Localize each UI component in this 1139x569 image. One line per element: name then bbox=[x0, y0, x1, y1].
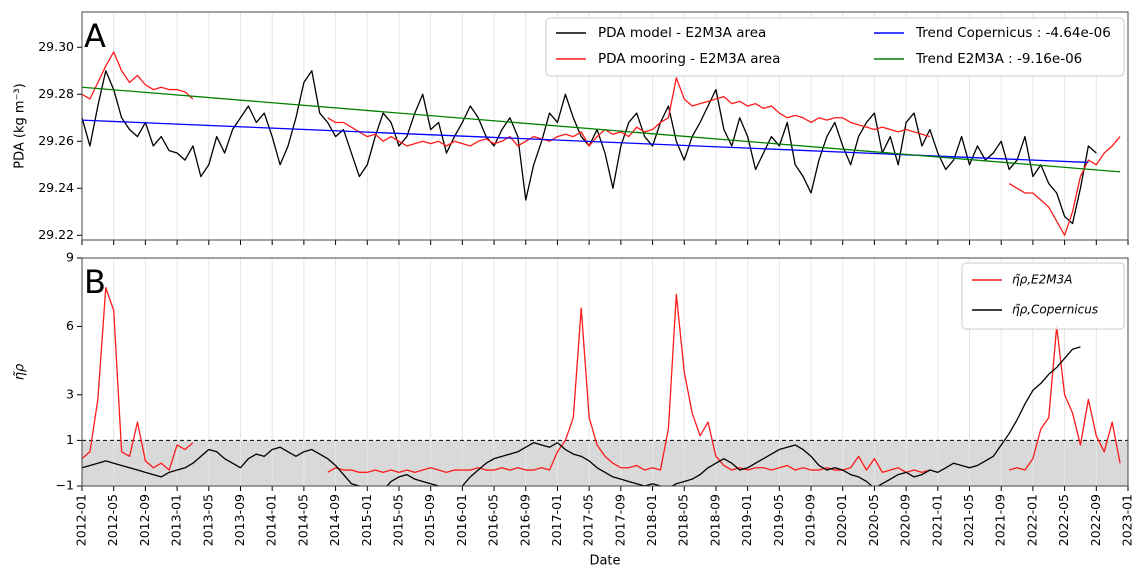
axes-frame bbox=[81, 257, 1129, 487]
y-tick-label: 29.26 bbox=[38, 133, 74, 148]
x-tick-label: 2015-05 bbox=[390, 494, 405, 546]
y-axis-label: η̃ρ bbox=[13, 363, 28, 380]
x-tick-label: 2018-09 bbox=[707, 494, 722, 546]
y-tick-label: 6 bbox=[66, 318, 74, 333]
x-tick-label: 2014-01 bbox=[264, 494, 279, 546]
series-line bbox=[82, 286, 194, 471]
y-tick-label: −1 bbox=[56, 478, 74, 493]
x-tick-label: 2012-09 bbox=[137, 494, 152, 546]
x-tick-label: 2014-05 bbox=[295, 494, 310, 546]
legend-label: PDA model - E2M3A area bbox=[598, 25, 766, 41]
panel-letter: B bbox=[84, 263, 106, 301]
y-tick-label: 3 bbox=[66, 386, 74, 401]
x-tick-label: 2019-01 bbox=[739, 494, 754, 546]
x-tick-label: 2016-09 bbox=[517, 494, 532, 546]
series-line bbox=[82, 86, 1121, 173]
y-tick-label: 29.22 bbox=[38, 227, 74, 242]
legend-label: Trend E2M3A : -9.16e-06 bbox=[915, 51, 1082, 67]
panel-letter: A bbox=[84, 17, 106, 55]
x-axis-label: Date bbox=[589, 554, 620, 569]
x-tick-label: 2013-05 bbox=[200, 494, 215, 546]
plot-area bbox=[82, 286, 1121, 486]
x-tick-label: 2016-05 bbox=[486, 494, 501, 546]
x-tick-label: 2022-05 bbox=[1056, 494, 1071, 546]
x-tick-label: 2018-05 bbox=[676, 494, 691, 546]
x-tick-label: 2015-01 bbox=[359, 494, 374, 546]
y-tick-label: 9 bbox=[66, 250, 74, 265]
legend-box bbox=[545, 17, 1125, 77]
y-axis-label: PDA (kg m⁻³) bbox=[13, 83, 28, 168]
series-line bbox=[82, 51, 194, 100]
x-tick-label: 2012-01 bbox=[74, 494, 89, 546]
legend-label: PDA mooring - E2M3A area bbox=[598, 51, 780, 67]
series-line bbox=[1008, 325, 1121, 471]
threshold-band bbox=[82, 440, 1128, 486]
x-tick-label: 2013-09 bbox=[232, 494, 247, 546]
axes-frame bbox=[81, 11, 1129, 241]
series-line bbox=[327, 293, 931, 473]
x-tick-label: 2019-09 bbox=[803, 494, 818, 546]
x-tick-label: 2013-01 bbox=[169, 494, 184, 546]
y-tick-label: 29.30 bbox=[38, 39, 74, 54]
x-tick-label: 2014-09 bbox=[327, 494, 342, 546]
x-tick-label: 2022-01 bbox=[1024, 494, 1039, 546]
x-tick-label: 2016-01 bbox=[454, 494, 469, 546]
y-tick-label: 29.28 bbox=[38, 86, 74, 101]
x-tick-label: 2020-01 bbox=[834, 494, 849, 546]
y-tick-label: 1 bbox=[66, 432, 74, 447]
series-line bbox=[82, 346, 1081, 486]
x-tick-label: 2015-09 bbox=[422, 494, 437, 546]
legend-label: Trend Copernicus : -4.64e-06 bbox=[915, 25, 1111, 41]
series-line bbox=[327, 77, 931, 147]
x-tick-label: 2023-01 bbox=[1120, 494, 1135, 546]
x-tick-label: 2020-05 bbox=[866, 494, 881, 546]
plot-area bbox=[82, 51, 1121, 236]
x-tick-label: 2018-01 bbox=[644, 494, 659, 546]
legend-label: η̃ρ,E2M3A bbox=[1012, 273, 1072, 287]
x-tick-label: 2022-09 bbox=[1088, 494, 1103, 546]
x-tick-label: 2021-01 bbox=[929, 494, 944, 546]
x-tick-label: 2021-09 bbox=[993, 494, 1008, 546]
x-tick-label: 2019-05 bbox=[771, 494, 786, 546]
x-tick-label: 2017-09 bbox=[612, 494, 627, 546]
x-tick-label: 2017-01 bbox=[549, 494, 564, 546]
x-tick-label: 2012-05 bbox=[105, 494, 120, 546]
x-tick-label: 2017-05 bbox=[581, 494, 596, 546]
legend-box bbox=[961, 262, 1125, 330]
x-tick-label: 2021-05 bbox=[961, 494, 976, 546]
x-tick-label: 2020-09 bbox=[898, 494, 913, 546]
legend-label: η̃ρ,Copernicus bbox=[1012, 303, 1098, 317]
y-tick-label: 29.24 bbox=[38, 180, 74, 195]
series-line bbox=[1008, 136, 1121, 236]
